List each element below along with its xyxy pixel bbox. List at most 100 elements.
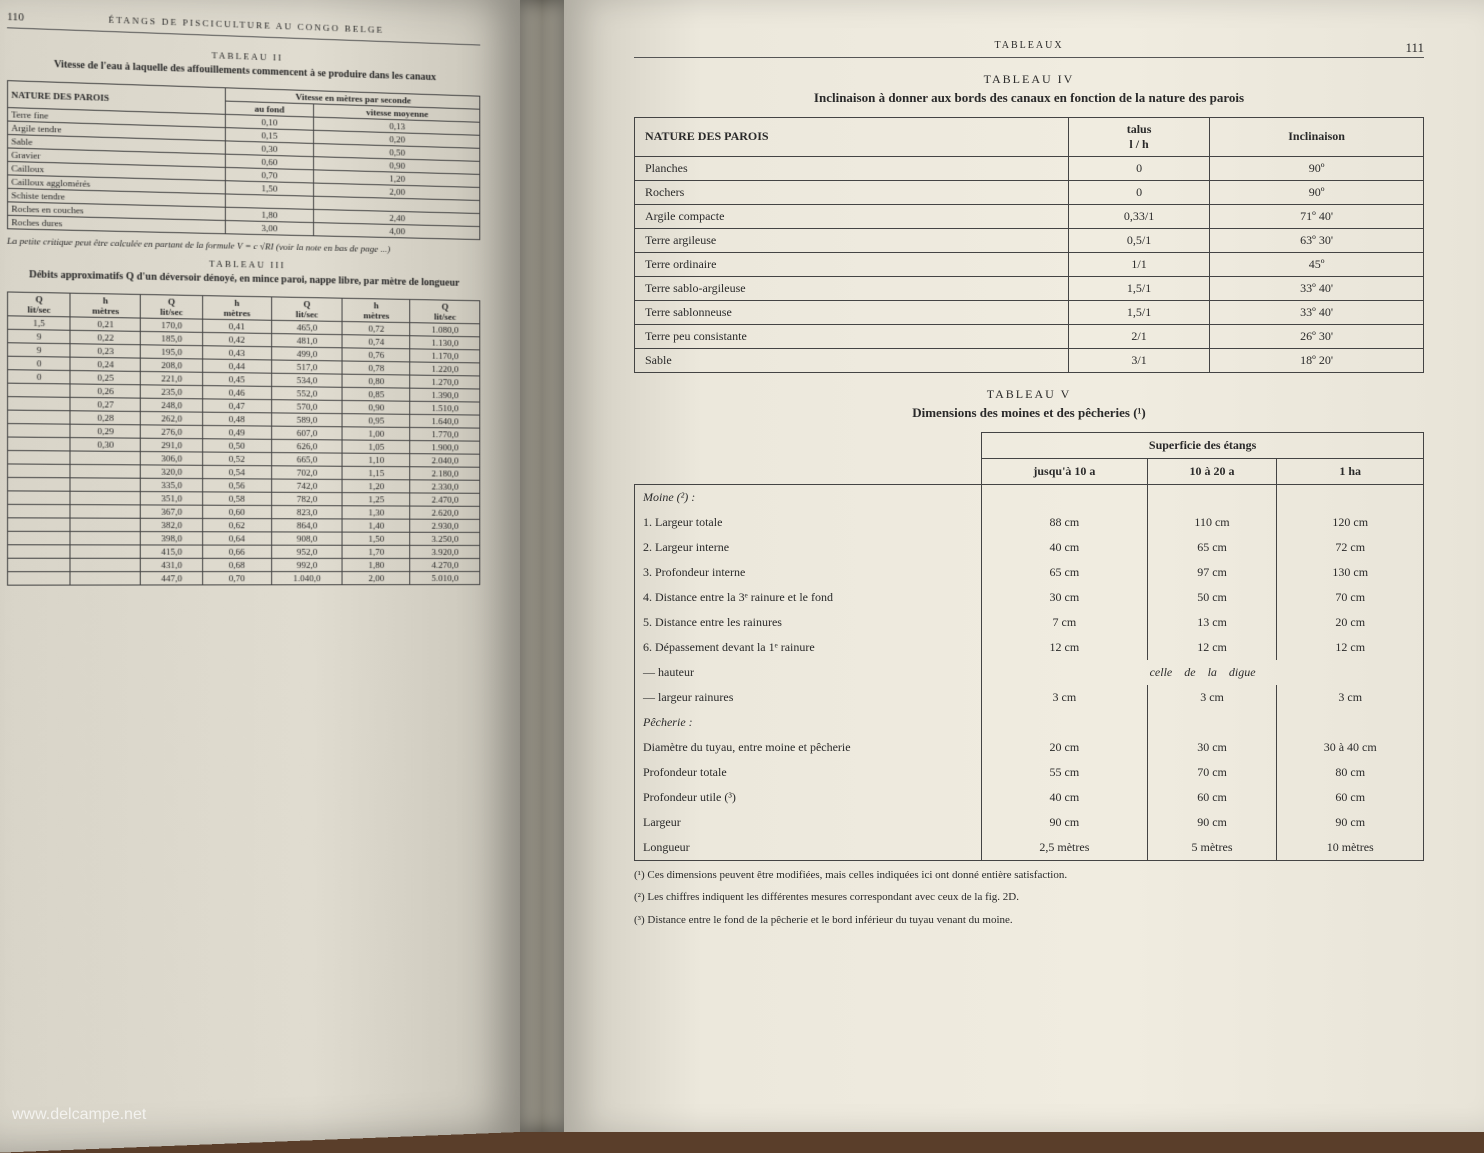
table-row: Terre sablo-argileuse 1,5/1 33º 40' [635, 276, 1424, 300]
cell: 517,0 [271, 360, 342, 374]
cell: 0 [8, 356, 71, 370]
table-row: 415,00,66952,01,703.920,0 [8, 545, 480, 559]
cell [70, 464, 140, 478]
section-row: Moine (²) : [635, 484, 1424, 510]
cell: 570,0 [271, 400, 342, 414]
tableau-iii: Qlit/sechmètresQlit/sechmètresQlit/sechm… [7, 291, 480, 585]
table-row: Planches 0 90º [635, 156, 1424, 180]
cell: 0,70 [202, 572, 271, 585]
cell: 0,56 [202, 479, 271, 493]
cell: 13 cm [1147, 610, 1277, 635]
cell [8, 558, 71, 571]
cell: 1. Largeur totale [635, 510, 982, 535]
table-row: 398,00,64908,01,503.250,0 [8, 531, 480, 545]
cell: 0,29 [70, 424, 140, 438]
table-row: 4. Distance entre la 3ᵉ rainure et le fo… [635, 585, 1424, 610]
cell: 1,00 [342, 427, 410, 441]
cell [70, 545, 140, 558]
cell: 0,95 [342, 414, 410, 428]
cell: 1,20 [342, 479, 410, 493]
cell [982, 710, 1147, 735]
table-row: Largeur 90 cm 90 cm 90 cm [635, 810, 1424, 835]
table-row: 382,00,62864,01,402.930,0 [8, 518, 480, 533]
cell: 2,5 mètres [982, 835, 1147, 861]
cell: 30 cm [982, 585, 1147, 610]
th-col2: 10 à 20 a [1147, 458, 1277, 484]
cell: 3/1 [1068, 348, 1209, 372]
th: hmètres [70, 293, 140, 318]
cell: 97 cm [1147, 560, 1277, 585]
th-nature: NATURE DES PAROIS [635, 117, 1069, 156]
cell [8, 383, 71, 397]
cell: 2.930,0 [410, 519, 480, 532]
cell: 0,22 [70, 330, 140, 344]
cell: 5 mètres [1147, 835, 1277, 861]
cell: Terre sablo-argileuse [635, 276, 1069, 300]
cell: Diamètre du tuyau, entre moine et pêcher… [635, 735, 982, 760]
cell: 742,0 [271, 479, 342, 493]
cell: Profondeur utile (³) [635, 785, 982, 810]
cell: 20 cm [1277, 610, 1424, 635]
section-label: Moine (²) : [635, 484, 982, 510]
table-row: Terre sablonneuse 1,5/1 33º 40' [635, 300, 1424, 324]
cell: 0,27 [70, 397, 140, 411]
cell: 90º [1210, 156, 1424, 180]
cell: 1,40 [342, 519, 410, 532]
cell: 90º [1210, 180, 1424, 204]
th-col1: jusqu'à 10 a [982, 458, 1147, 484]
cell: 431,0 [141, 558, 203, 571]
cell [1147, 484, 1277, 510]
cell: 0,76 [342, 348, 410, 362]
cell: Largeur [635, 810, 982, 835]
right-page: TABLEAUX 111 TABLEAU IV Inclinaison à do… [564, 0, 1484, 1132]
cell: 0,24 [70, 357, 140, 371]
cell: 534,0 [271, 373, 342, 387]
cell [8, 464, 71, 478]
table-row: — hauteur celle de la digue [635, 660, 1424, 685]
cell: 3 cm [1277, 685, 1424, 710]
cell: 367,0 [141, 505, 203, 519]
cell: 499,0 [271, 347, 342, 361]
cell: 3 cm [1147, 685, 1277, 710]
cell: 1.270,0 [410, 375, 480, 389]
cell: 10 mètres [1277, 835, 1424, 861]
table-row: Terre argileuse 0,5/1 63º 30' [635, 228, 1424, 252]
cell [8, 531, 71, 545]
cell: — hauteur [635, 660, 982, 685]
cell: Profondeur totale [635, 760, 982, 785]
cell: 9 [8, 329, 71, 343]
cell: 823,0 [271, 505, 342, 518]
cell: 60 cm [1147, 785, 1277, 810]
cell: 0 [1068, 180, 1209, 204]
cell: 4,00 [314, 223, 480, 240]
cell [70, 451, 140, 465]
cell [70, 478, 140, 492]
cell: Longueur [635, 835, 982, 861]
th-incl: Inclinaison [1210, 117, 1424, 156]
cell: 9 [8, 343, 71, 357]
cell: 864,0 [271, 519, 342, 532]
cell: 262,0 [141, 411, 203, 425]
cell: 1.220,0 [410, 362, 480, 376]
th-talus: talus l / h [1068, 117, 1209, 156]
cell: 0,85 [342, 387, 410, 401]
cell: 351,0 [141, 492, 203, 506]
cell: 130 cm [1277, 560, 1424, 585]
talus-label: talus [1127, 122, 1152, 136]
cell: 0,43 [202, 346, 271, 360]
cell: 481,0 [271, 334, 342, 348]
cell [70, 572, 140, 585]
cell [1277, 710, 1424, 735]
cell: 3.920,0 [410, 545, 480, 558]
cell: 1,5/1 [1068, 300, 1209, 324]
table-row: Sable 3/1 18º 20' [635, 348, 1424, 372]
cell: 0,26 [70, 384, 140, 398]
cell: 0,28 [70, 411, 140, 425]
watermark: www.delcampe.net [12, 1106, 146, 1124]
cell: 40 cm [982, 535, 1147, 560]
cell: 2/1 [1068, 324, 1209, 348]
table-row: 6. Dépassement devant la 1ᵉ rainure 12 c… [635, 635, 1424, 660]
table-row: 3. Profondeur interne 65 cm 97 cm 130 cm [635, 560, 1424, 585]
cell: 0,47 [202, 399, 271, 413]
cell: 63º 30' [1210, 228, 1424, 252]
